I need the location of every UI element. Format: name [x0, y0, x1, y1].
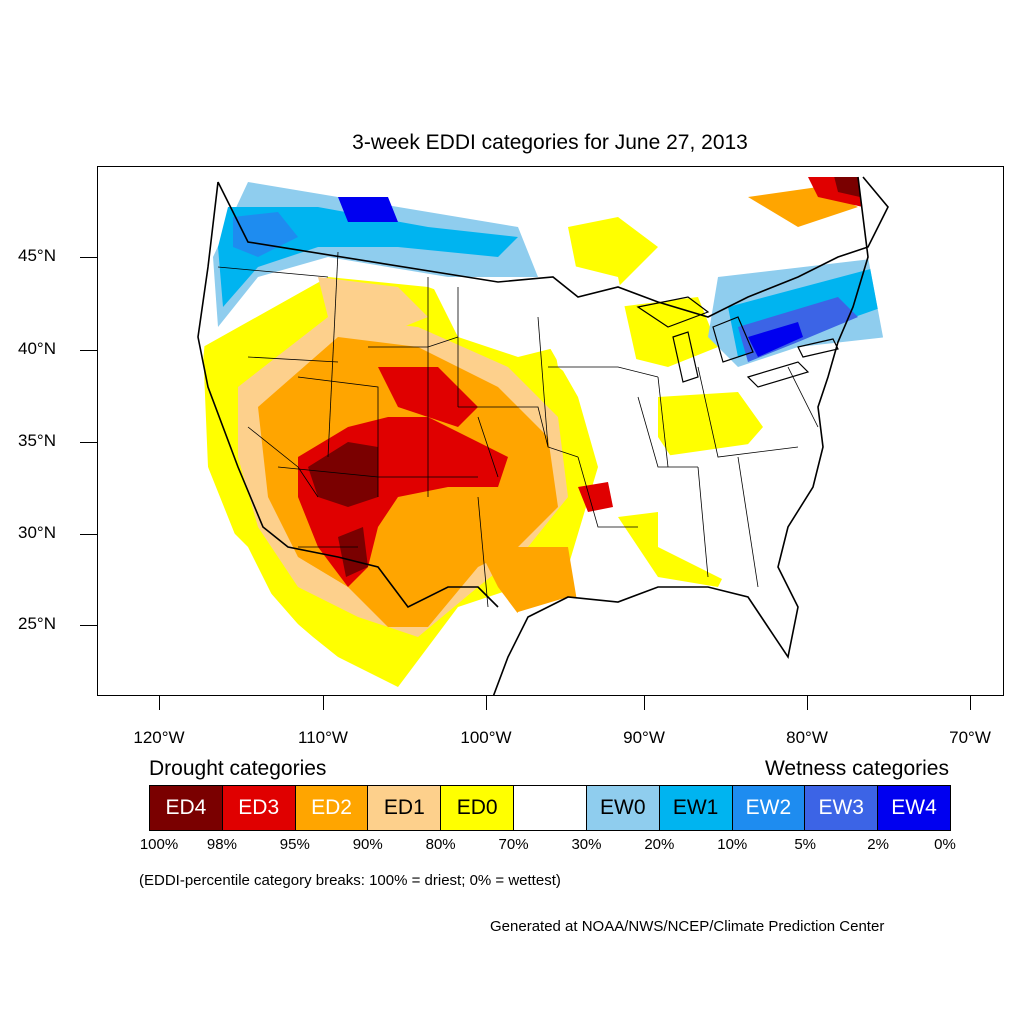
legend-cell-ew2: EW2 — [732, 786, 806, 830]
percentile-label: 95% — [279, 836, 310, 853]
ed1-region-north — [318, 277, 428, 337]
legend-cell-ed3: ED3 — [222, 786, 296, 830]
percentile-label: 5% — [794, 836, 817, 853]
lat-label-45n: 45°N — [18, 246, 56, 265]
lat-tick-35n — [80, 442, 97, 443]
lat-label-25n: 25°N — [18, 614, 56, 633]
category-breaks-note: (EDDI-percentile category breaks: 100% =… — [139, 872, 561, 889]
lat-label-30n: 30°N — [18, 523, 56, 542]
lat-tick-30n — [80, 534, 97, 535]
lat-tick-40n — [80, 350, 97, 351]
legend-cell-ed2: ED2 — [295, 786, 369, 830]
percentile-label: 98% — [206, 836, 237, 853]
map-panel — [97, 166, 1004, 696]
legend-color-bar: ED4 ED3 ED2 ED1 ED0 EW0 EW1 EW2 EW3 EW4 — [149, 785, 951, 831]
lat-label-35n: 35°N — [18, 431, 56, 450]
wetness-categories-heading: Wetness categories — [764, 757, 949, 780]
drought-categories-heading: Drought categories — [149, 757, 327, 780]
lat-label-40n: 40°N — [18, 339, 56, 358]
legend-cell-ed1: ED1 — [368, 786, 442, 830]
legend-cell-ew3: EW3 — [805, 786, 879, 830]
percentile-label: 2% — [867, 836, 889, 853]
lon-tick-100w — [486, 696, 487, 710]
map-title: 3-week EDDI categories for June 27, 2013 — [352, 131, 748, 154]
neutral-region-southeast — [658, 437, 818, 587]
ed4-region-fourcorners — [308, 442, 378, 507]
lon-tick-90w — [644, 696, 645, 710]
lat-tick-25n — [80, 625, 97, 626]
lon-tick-70w — [970, 696, 971, 710]
ew2-region-northwest — [233, 212, 298, 257]
ed0-region-midwest — [568, 217, 658, 287]
legend-cell-ed4: ED4 — [150, 786, 223, 830]
legend-cell-ew0: EW0 — [586, 786, 660, 830]
neutral-region-northplains — [428, 277, 558, 357]
legend-cell-ed0: ED0 — [441, 786, 515, 830]
percentile-label: 100% — [139, 836, 179, 853]
ed4-region-newmexico — [338, 527, 368, 577]
legend-cell-ew1: EW1 — [659, 786, 733, 830]
lon-label-100w: 100°W — [460, 728, 512, 747]
lon-tick-120w — [159, 696, 160, 710]
percentile-label: 10% — [717, 836, 748, 853]
percentile-label: 30% — [571, 836, 602, 853]
lon-tick-80w — [807, 696, 808, 710]
percentile-label: 80% — [425, 836, 456, 853]
us-outline — [197, 176, 889, 695]
lat-tick-45n — [80, 257, 97, 258]
neutral-region-upper-midwest — [538, 257, 638, 397]
credit-line: Generated at NOAA/NWS/NCEP/Climate Predi… — [490, 918, 885, 935]
ed0-region-lakes — [618, 297, 718, 367]
ed3-region-arkansas — [578, 482, 613, 512]
lon-label-70w: 70°W — [949, 728, 991, 747]
eddi-map — [197, 176, 889, 695]
lon-label-120w: 120°W — [133, 728, 185, 747]
percentile-label: 20% — [644, 836, 675, 853]
percentile-label: 70% — [498, 836, 529, 853]
ew4-region-montana — [338, 197, 398, 222]
lon-label-90w: 90°W — [623, 728, 665, 747]
percentile-label: 0% — [934, 836, 956, 853]
ed4-region-maine — [833, 177, 860, 197]
great-lakes — [636, 296, 839, 388]
legend-cell-ew4: EW4 — [878, 786, 950, 830]
legend-cell-neutral — [514, 786, 587, 830]
lon-tick-110w — [323, 696, 324, 710]
ew4-region-newyork — [748, 322, 803, 357]
lon-label-110w: 110°W — [298, 728, 348, 747]
lon-label-80w: 80°W — [786, 728, 828, 747]
percentile-label: 90% — [352, 836, 383, 853]
